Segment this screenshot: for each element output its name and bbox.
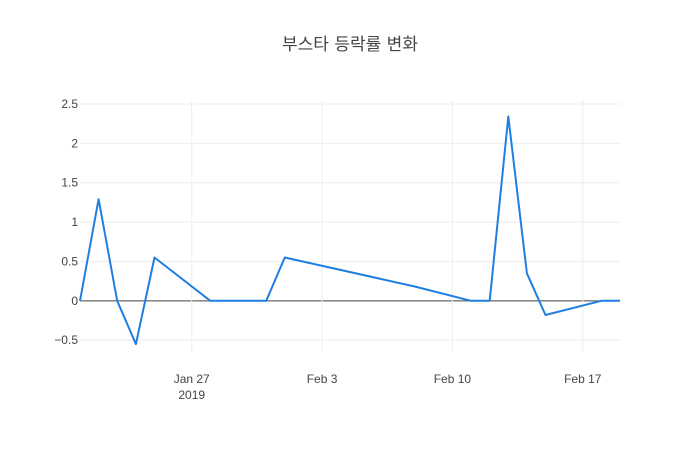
x-tick-label: Feb 10: [434, 372, 472, 386]
y-tick-label: 0: [71, 294, 78, 308]
data-point[interactable]: [487, 298, 493, 304]
y-tick-label: 2.5: [61, 97, 78, 111]
data-point[interactable]: [207, 298, 213, 304]
data-point[interactable]: [282, 255, 288, 261]
series-line: [79, 115, 620, 346]
chart-title: 부스타 등락률 변화: [282, 35, 418, 55]
data-point[interactable]: [114, 298, 120, 304]
x-tick-label: Jan 27: [174, 372, 210, 386]
series-layer: [77, 114, 623, 347]
axes: −0.5 0 0.5 1 1.5 2 2.5 Jan 27 2019 Feb 3 Feb 10 Feb…: [54, 97, 601, 402]
y-tick-label: 1.5: [61, 176, 78, 190]
x-tick-label: Feb 17: [564, 372, 602, 386]
x-tick-label: Feb 3: [307, 372, 338, 386]
data-point[interactable]: [412, 284, 418, 290]
y-tick-label: 2: [71, 136, 78, 150]
y-tick-label: 1: [71, 215, 78, 229]
data-point[interactable]: [468, 298, 474, 304]
data-point[interactable]: [598, 298, 604, 304]
data-point[interactable]: [524, 270, 530, 276]
data-point[interactable]: [543, 312, 549, 318]
data-point[interactable]: [77, 298, 83, 304]
data-point[interactable]: [263, 298, 269, 304]
gridlines: [80, 100, 620, 352]
data-point[interactable]: [151, 255, 157, 261]
y-tick-label: −0.5: [54, 333, 78, 347]
y-tick-label: 0.5: [61, 254, 78, 268]
data-point[interactable]: [96, 196, 102, 202]
data-point[interactable]: [133, 341, 139, 347]
x-tick-year-label: 2019: [178, 388, 205, 402]
data-point[interactable]: [505, 114, 511, 120]
data-point[interactable]: [617, 298, 623, 304]
